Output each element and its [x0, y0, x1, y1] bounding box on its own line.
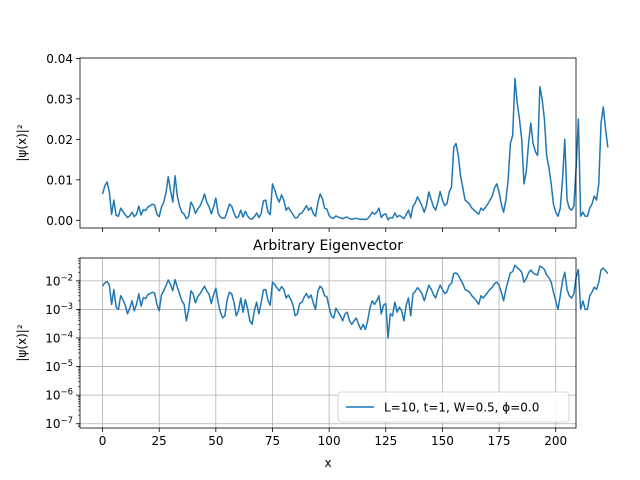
linear-y-axis-label: |ψ(x)|²	[15, 124, 29, 161]
log-y-tick-label: 10−2	[45, 273, 73, 288]
log-x-tick-label: 50	[208, 434, 223, 448]
chart-title: Arbitrary Eigenvector	[253, 238, 403, 254]
linear-series-line	[101, 77, 609, 221]
linear-y-tick-label: 0.00	[46, 214, 73, 228]
log-panel: Arbitrary Eigenvector 10−7 10−6 10−5 10−4 10…	[15, 238, 609, 470]
linear-y-tick-label: 0.03	[46, 92, 73, 106]
log-y-tick-label: 10−7	[45, 416, 73, 431]
linear-axes-frame	[79, 57, 577, 229]
log-series-line	[101, 264, 609, 339]
log-y-tick-label: 10−5	[45, 359, 73, 374]
log-y-tick-label: 10−3	[45, 302, 73, 317]
log-x-tick-label: 100	[318, 434, 341, 448]
log-y-tick-label: 10−6	[45, 388, 73, 403]
log-y-tick-label: 10−4	[45, 331, 73, 346]
log-x-tick-label: 175	[488, 434, 511, 448]
log-x-tick-label: 25	[152, 434, 167, 448]
log-x-tick-label: 200	[544, 434, 567, 448]
legend-label: L=10, t=1, W=0.5, ϕ=0.0	[384, 401, 539, 415]
log-x-tick-label: 125	[374, 434, 397, 448]
log-axes-frame	[79, 257, 577, 429]
linear-series-line-group	[101, 77, 609, 221]
log-x-tick-label: 150	[431, 434, 454, 448]
log-series-line-group	[101, 264, 609, 339]
linear-y-tick-label: 0.01	[46, 173, 73, 187]
log-x-tick-label: 75	[265, 434, 280, 448]
linear-y-tick-label: 0.02	[46, 133, 73, 147]
legend-box	[337, 391, 570, 423]
log-x-tick-label: 0	[99, 434, 107, 448]
x-axis-label: x	[324, 456, 331, 470]
legend: L=10, t=1, W=0.5, ϕ=0.0	[337, 391, 570, 423]
linear-y-tick-label: 0.04	[46, 52, 73, 66]
linear-panel: 0.00 0.01 0.02 0.03 0.04 |ψ(x)|²	[15, 52, 609, 232]
log-y-axis-label: |ψ(x)|²	[15, 324, 29, 361]
